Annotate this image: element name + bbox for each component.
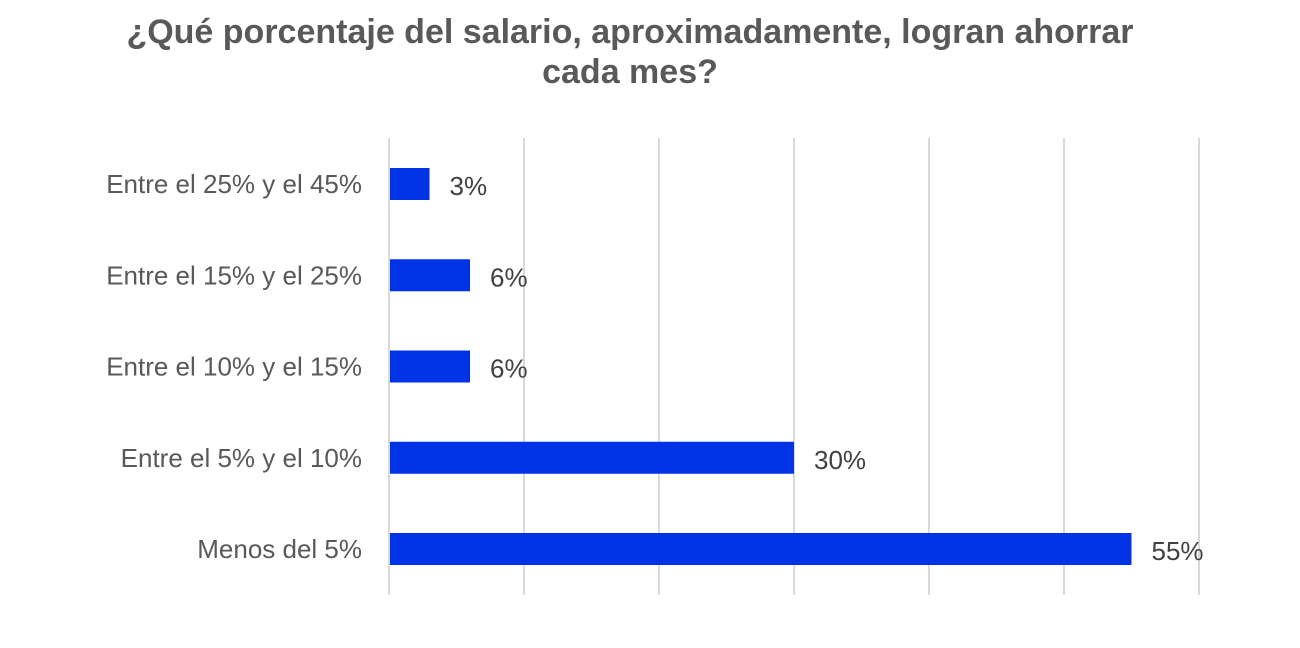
value-label: 30% (814, 445, 866, 475)
category-labels: Entre el 25% y el 45% Entre el 15% y el 2… (106, 169, 362, 564)
bar (390, 350, 470, 383)
bar (390, 533, 1132, 565)
bar (390, 259, 470, 292)
value-labels: 3% 6% 6% 30% 55% (450, 171, 1204, 566)
chart-title: ¿Qué porcentaje del salario, aproximadam… (0, 12, 1260, 92)
category-label: Menos del 5% (197, 534, 362, 564)
category-label: Entre el 25% y el 45% (106, 169, 362, 199)
value-label: 3% (450, 171, 488, 201)
value-label: 55% (1152, 536, 1204, 566)
gridlines (388, 138, 1200, 595)
bar (390, 441, 794, 474)
value-label: 6% (490, 354, 528, 384)
chart-title-line-2: cada mes? (542, 53, 718, 91)
value-label: 6% (490, 262, 528, 292)
bar (390, 168, 430, 200)
bars (390, 168, 1132, 565)
category-label: Entre el 5% y el 10% (121, 443, 362, 473)
category-label: Entre el 10% y el 15% (106, 352, 362, 382)
category-label: Entre el 15% y el 25% (106, 260, 362, 290)
chart-title-line-1: ¿Qué porcentaje del salario, aproximadam… (126, 13, 1134, 51)
